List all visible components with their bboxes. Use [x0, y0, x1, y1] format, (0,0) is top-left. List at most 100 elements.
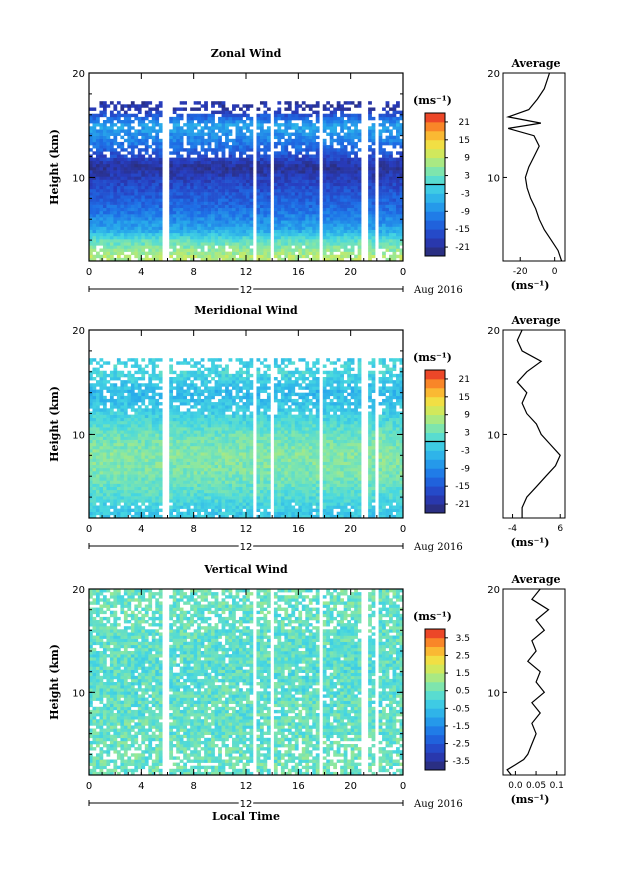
heatmap-cell [134, 188, 139, 193]
heatmap-cell [148, 207, 153, 212]
heatmap-cell [308, 217, 313, 221]
heatmap-cell [89, 452, 93, 456]
heatmap-cell [340, 163, 344, 168]
heatmap-cell [158, 386, 163, 390]
heatmap-cell [246, 248, 250, 252]
heatmap-cell [172, 110, 177, 115]
heatmap-cell [134, 104, 139, 108]
heatmap-cell [385, 220, 390, 224]
heatmap-cell [123, 204, 128, 209]
heatmap-cell [396, 110, 400, 115]
heatmap-cell [137, 455, 142, 459]
heatmap-cell [301, 138, 306, 143]
heatmap-cell [141, 420, 146, 425]
heatmap-cell [305, 138, 310, 143]
heatmap-cell [263, 217, 268, 221]
heatmap-cell [155, 182, 160, 187]
heatmap-cell [141, 449, 146, 453]
heatmap-cell [92, 179, 97, 183]
heatmap-cell [148, 257, 153, 262]
heatmap-cell [102, 377, 107, 381]
heatmap-cell [232, 154, 236, 158]
heatmap-cell [336, 204, 341, 209]
heatmap-cell [109, 405, 114, 409]
heatmap-cell [333, 257, 338, 262]
heatmap-cell [354, 160, 358, 165]
heatmap-cell [155, 492, 160, 497]
x-tick-label: 8 [190, 267, 196, 278]
heatmap-cell [137, 235, 142, 240]
heatmap-cell [277, 242, 282, 246]
heatmap-cell [113, 502, 118, 506]
heatmap-cell [127, 508, 132, 513]
heatmap-cell [396, 120, 400, 124]
heatmap-cell [183, 471, 187, 475]
heatmap-cell [333, 170, 338, 174]
heatmap-cell [190, 176, 194, 180]
heatmap-cell [109, 480, 114, 484]
heatmap-cell [183, 198, 187, 202]
heatmap-cell [89, 167, 93, 171]
heatmap-cell [169, 392, 174, 397]
heatmap-cell [294, 157, 299, 162]
heatmap-cell [204, 220, 208, 224]
heatmap-cell [134, 430, 139, 434]
heatmap-cell [89, 496, 93, 500]
heatmap-cell [322, 129, 327, 133]
heatmap-cell [207, 176, 212, 180]
heatmap-cell [89, 445, 93, 450]
heatmap-cell [280, 257, 285, 262]
heatmap-cell [99, 395, 104, 400]
heatmap-cell [130, 452, 135, 456]
heatmap-cell [392, 113, 397, 118]
heatmap-cell [287, 220, 292, 224]
heatmap-cell [123, 430, 128, 434]
heatmap-cell [336, 182, 341, 187]
heatmap-cell [263, 141, 268, 146]
heatmap-cell [148, 389, 153, 393]
heatmap-cell [371, 185, 376, 190]
heatmap-cell [214, 248, 219, 252]
heatmap-cell [259, 188, 264, 193]
heatmap-cell [172, 486, 177, 491]
heatmap-cell [336, 120, 341, 124]
heatmap-cell [277, 113, 282, 118]
heatmap-cell [89, 420, 93, 425]
average-x-tick-label: -20 [513, 267, 528, 277]
heatmap-cell [102, 170, 107, 174]
heatmap-cell [109, 176, 114, 180]
heatmap-cell [239, 113, 243, 118]
heatmap-cell [141, 226, 146, 230]
heatmap-cell [151, 367, 156, 372]
heatmap-cell [399, 257, 404, 262]
heatmap-cell [385, 204, 390, 209]
heatmap-cell [92, 167, 97, 171]
heatmap-cell [298, 195, 303, 199]
heatmap-cell [172, 424, 177, 428]
heatmap-cell [148, 380, 153, 384]
heatmap-cell [102, 474, 107, 478]
heatmap-cell [123, 210, 128, 215]
heatmap-cell [169, 483, 174, 487]
heatmap-cell [326, 182, 331, 187]
heatmap-cell [169, 496, 174, 500]
heatmap-cell [137, 220, 142, 224]
heatmap-cell [228, 188, 233, 193]
heatmap-cell [371, 223, 376, 227]
heatmap-cell [169, 245, 174, 249]
heatmap-cell [280, 192, 285, 196]
heatmap-cell [350, 148, 355, 152]
heatmap-cell [113, 405, 118, 409]
heatmap-cell [197, 113, 201, 118]
heatmap-cell [246, 163, 250, 168]
heatmap-cell [392, 210, 397, 215]
heatmap-cell [176, 129, 181, 133]
heatmap-cell [396, 116, 400, 121]
heatmap-cell [134, 107, 139, 111]
heatmap-cell [357, 248, 362, 252]
heatmap-cell [109, 486, 114, 491]
heatmap-cell [343, 120, 348, 124]
heatmap-cell [266, 223, 271, 227]
heatmap-cell [102, 220, 107, 224]
heatmap-cell [315, 232, 320, 237]
